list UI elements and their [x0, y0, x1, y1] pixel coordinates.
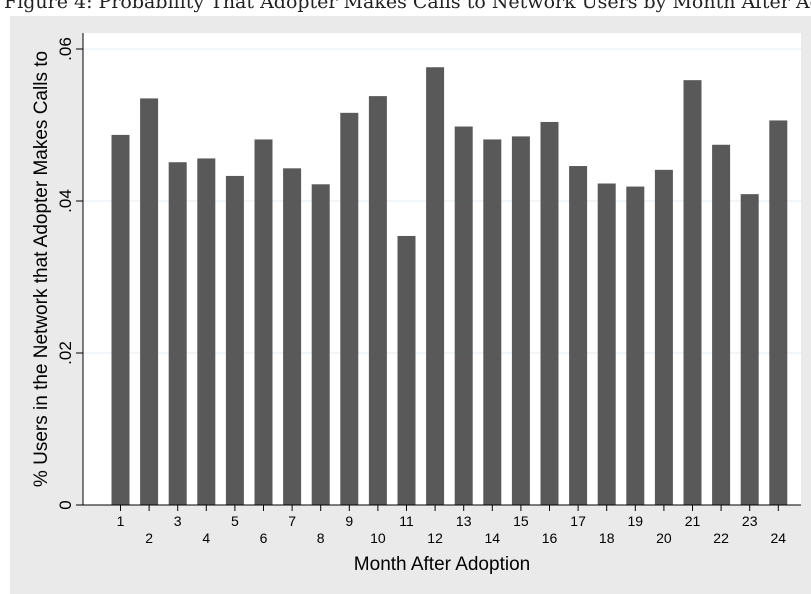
bar [569, 166, 588, 506]
x-tick-label: 13 [456, 513, 472, 529]
x-tick-label: 21 [685, 513, 701, 529]
x-tick-label: 17 [570, 513, 586, 529]
x-tick-label: 16 [542, 530, 558, 546]
x-tick-label: 1 [117, 513, 125, 529]
x-tick-label: 7 [288, 513, 296, 529]
bar [283, 168, 302, 505]
bar [111, 134, 130, 505]
x-tick-label: 5 [231, 513, 239, 529]
figure-caption: Figure 4: Probability That Adopter Makes… [0, 0, 811, 16]
y-tick-label: .02 [56, 341, 75, 365]
bar [197, 158, 216, 505]
y-tick-label: .06 [56, 37, 75, 61]
bar [454, 126, 473, 506]
bar [254, 139, 273, 505]
x-tick-label: 24 [771, 530, 787, 546]
x-tick-label: 15 [513, 513, 529, 529]
bar [540, 121, 559, 506]
bar [511, 136, 530, 505]
x-tick-label: 6 [260, 530, 268, 546]
bar [769, 120, 788, 505]
bar [340, 112, 359, 505]
bar [140, 98, 159, 506]
x-tick-label: 18 [599, 530, 615, 546]
x-tick-label: 3 [174, 513, 182, 529]
bars [111, 67, 788, 506]
bar [311, 184, 330, 505]
y-ticks: 0 .02 .04 .06 [56, 37, 83, 510]
x-tick-label: 10 [370, 530, 386, 546]
x-tick-label: 23 [742, 513, 758, 529]
bar [397, 235, 416, 505]
bar [225, 175, 244, 506]
bar [683, 80, 702, 505]
x-tick-label: 14 [485, 530, 501, 546]
bar [654, 169, 673, 505]
y-axis-label: % Users in the Network that Adopter Make… [31, 51, 52, 487]
x-tick-label: 9 [345, 513, 353, 529]
x-tick-label: 11 [399, 513, 414, 529]
bar [168, 162, 187, 506]
bar [740, 194, 759, 505]
bar [712, 144, 731, 505]
bar [626, 186, 645, 505]
x-tick-label: 19 [628, 513, 644, 529]
x-tick-label: 22 [713, 530, 729, 546]
y-tick-label: .04 [56, 189, 75, 213]
bar [426, 67, 445, 506]
x-tick-label: 8 [317, 530, 325, 546]
bar [368, 96, 387, 506]
bar [597, 183, 616, 505]
x-tick-label: 2 [145, 530, 153, 546]
x-tick-label: 12 [427, 530, 443, 546]
y-tick-label: 0 [56, 500, 75, 509]
x-tick-label: 20 [656, 530, 672, 546]
figure-caption-text: Figure 4: Probability That Adopter Makes… [4, 0, 811, 13]
x-axis-label: Month After Adoption [354, 554, 530, 575]
x-tick-label: 4 [202, 530, 210, 546]
bar [483, 139, 502, 505]
